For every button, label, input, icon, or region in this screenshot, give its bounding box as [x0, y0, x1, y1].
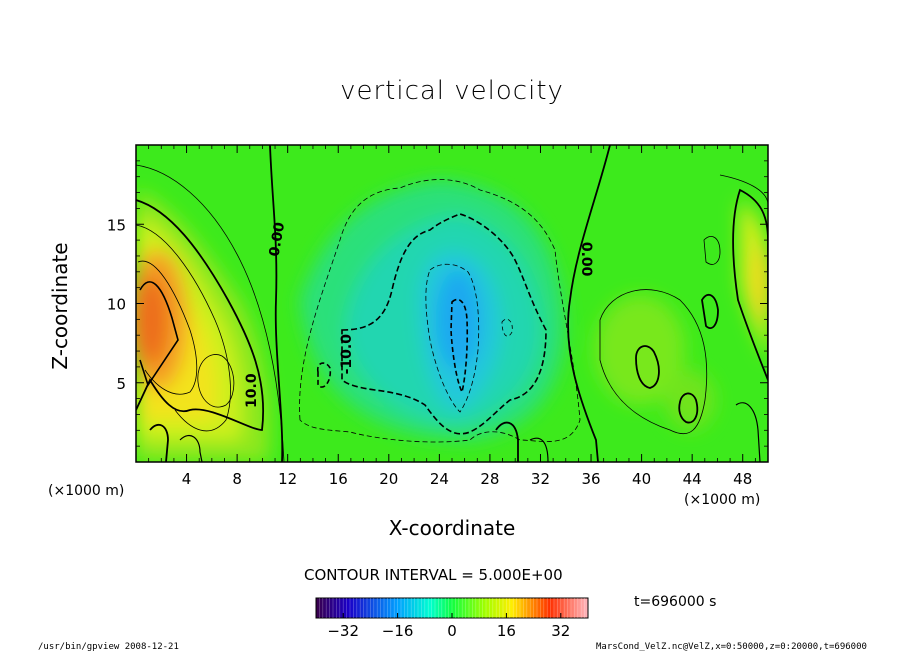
contour-minus10	[341, 213, 547, 435]
contour-labels: 0.00 0.00 10.0 -10.0	[244, 221, 594, 408]
x-tick-label: 48	[733, 470, 752, 488]
footer-program-date: /usr/bin/gpview 2008-12-21	[38, 642, 179, 652]
x-tick-label: 28	[480, 470, 499, 488]
x-tick-label: 8	[232, 470, 242, 488]
x-tick-label: 12	[278, 470, 297, 488]
time-label: t=696000 s	[634, 594, 717, 610]
colorbar-tick-label: 16	[497, 622, 516, 640]
contour-zero-left	[269, 145, 284, 462]
colorbar-tick-label: 0	[447, 622, 457, 640]
x-unit-label-right: (×1000 m)	[684, 492, 761, 508]
x-tick-label: 16	[329, 470, 348, 488]
x-tick-label: 20	[379, 470, 398, 488]
y-axis-label: Z-coordinate	[48, 242, 72, 370]
contour-zero-right	[567, 145, 611, 462]
x-tick-label: 36	[581, 470, 600, 488]
footer-file-info: MarsCond_VelZ.nc@VelZ,x=0:50000,z=0:2000…	[596, 642, 867, 652]
x-tick-label: 24	[430, 470, 449, 488]
heatmap-field	[136, 145, 768, 462]
x-tick-label: 32	[531, 470, 550, 488]
contour-10-left	[136, 199, 264, 431]
colorbar-bins	[319, 598, 585, 618]
x-tick-label: 40	[632, 470, 651, 488]
x-tick-label: 4	[182, 470, 192, 488]
colorbar-ticks: −32 −16 0 16 32	[327, 613, 570, 640]
y-axis: 5 10 15	[107, 160, 768, 447]
y-tick-label: 10	[107, 296, 126, 314]
x-axis: 4 8 12 16 20 24 28 32 36 40 44 48	[148, 145, 756, 488]
contour-5-right	[599, 289, 708, 435]
contour-label: 0.00	[267, 221, 289, 258]
contour-25-left	[139, 281, 179, 387]
chart-title: vertical velocity	[340, 76, 564, 106]
colorbar: −32 −16 0 16 32	[315, 597, 589, 640]
contour-label: -10.0	[339, 334, 355, 375]
contour-lines	[136, 145, 768, 462]
contour-label: 0.00	[578, 242, 594, 277]
colorbar-tick-label: 32	[551, 622, 570, 640]
contour-label: 10.0	[244, 373, 260, 408]
contour-15-left	[136, 224, 231, 432]
colorbar-tick-label: −32	[327, 622, 359, 640]
colorbar-tick-label: −16	[382, 622, 414, 640]
x-axis-label: X-coordinate	[388, 516, 516, 540]
y-tick-label: 15	[107, 216, 126, 234]
x-tick-label: 44	[683, 470, 702, 488]
contour-interval-label: CONTOUR INTERVAL = 5.000E+00	[304, 566, 563, 584]
x-unit-label-left: (×1000 m)	[48, 483, 125, 499]
contour-5-left	[136, 164, 285, 462]
y-tick-label: 5	[116, 375, 126, 393]
contour-15-ring	[197, 354, 235, 408]
contour-20-left	[137, 260, 198, 395]
